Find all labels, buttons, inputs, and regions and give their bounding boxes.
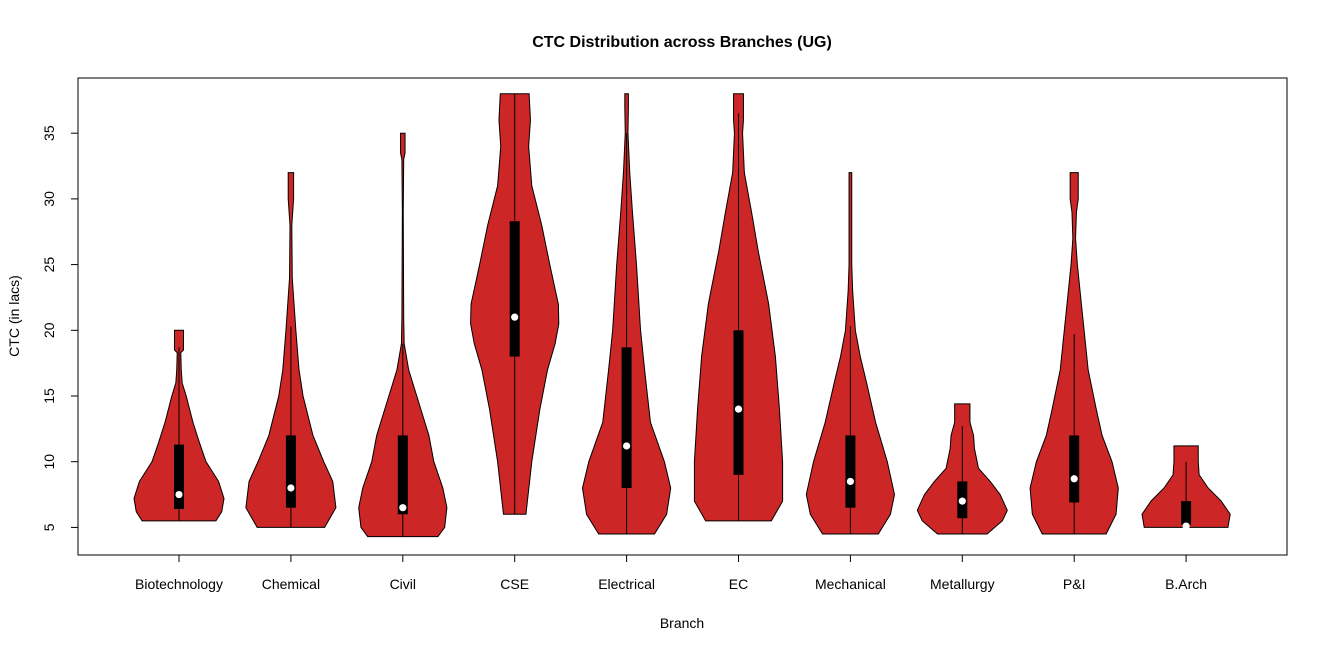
violin-iqr-box [174, 444, 184, 510]
x-tick-label: EC [729, 576, 748, 592]
violin-iqr-box [733, 330, 744, 475]
x-tick-label: Mechanical [815, 576, 886, 592]
violin-body [358, 132, 448, 538]
violin-chemical [245, 172, 337, 528]
y-tick-label: 5 [41, 523, 57, 531]
violin-cse [470, 93, 560, 515]
y-tick-label: 20 [41, 322, 57, 338]
x-tick-label: Metallurgy [930, 576, 995, 592]
violin-median-point [958, 497, 966, 505]
x-axis-label: Branch [660, 615, 704, 631]
y-tick-label: 30 [41, 191, 57, 207]
violin-iqr-box [845, 435, 856, 508]
violin-iqr-box [1069, 435, 1080, 503]
y-axis-label: CTC (in lacs) [6, 275, 22, 357]
violin-ec [693, 93, 784, 522]
violin-iqr-box [285, 435, 296, 508]
chart-title: CTC Distribution across Branches (UG) [532, 34, 832, 51]
y-tick-label: 25 [41, 257, 57, 273]
violins-layer [133, 93, 1231, 538]
plot-frame [77, 77, 1288, 556]
violin-b-arch [1141, 445, 1231, 530]
violin-median-point [734, 405, 743, 413]
x-tick-label: Electrical [598, 576, 655, 592]
x-tick-label: Chemical [262, 576, 320, 592]
violin-median-point [287, 484, 295, 492]
violin-median-point [846, 477, 855, 486]
violin-iqr-box [397, 435, 408, 515]
violin-median-point [1182, 522, 1190, 530]
x-tick-label: Biotechnology [135, 576, 223, 592]
violin-electrical [581, 93, 672, 535]
violin-iqr-box [1181, 501, 1192, 525]
x-tick-label: P&I [1063, 576, 1086, 592]
y-tick-label: 10 [41, 454, 57, 470]
x-tick-label: B.Arch [1165, 576, 1207, 592]
y-axis: 5 10 15 20 25 30 35 [41, 125, 79, 531]
y-tick-label: 35 [41, 125, 57, 141]
violin-median-point [175, 490, 183, 499]
x-tick-label: CSE [500, 576, 529, 592]
violin-median-point [511, 313, 519, 321]
violin-median-point [399, 504, 407, 512]
x-axis: Biotechnology Chemical Civil CSE Electrical E… [135, 554, 1207, 592]
violin-iqr-box [621, 347, 632, 488]
violin-mechanical [805, 172, 896, 535]
violin-iqr-box [509, 221, 520, 357]
violin-biotechnology [133, 329, 225, 522]
violin-median-point [623, 442, 631, 450]
violin-metallurgy [916, 403, 1008, 535]
x-tick-label: Civil [390, 576, 416, 592]
violin-median-point [1070, 475, 1078, 483]
y-tick-label: 15 [41, 388, 57, 404]
violin-p-i [1029, 172, 1119, 535]
violin-civil [358, 132, 448, 538]
